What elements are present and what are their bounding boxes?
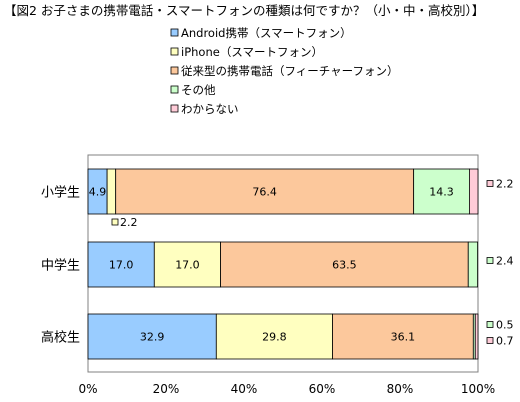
data-label-2-0: 32.9 bbox=[140, 331, 165, 344]
bar-segment-1-3 bbox=[467, 241, 479, 288]
x-tick-label-0: 0% bbox=[78, 382, 97, 396]
legend-swatch-0 bbox=[170, 28, 179, 37]
legend-swatch-2 bbox=[170, 66, 179, 75]
callout-marker-0-4 bbox=[486, 180, 494, 187]
category-label-0: 小学生 bbox=[41, 185, 80, 201]
bar-segment-2-4 bbox=[474, 313, 479, 360]
legend-swatch-1 bbox=[170, 47, 179, 56]
category-label-2: 高校生 bbox=[41, 330, 80, 346]
x-tick-label-3: 60% bbox=[309, 382, 336, 396]
data-label-1-0: 17.0 bbox=[109, 259, 134, 272]
x-tick-label-2: 40% bbox=[231, 382, 258, 396]
legend-label-0: Android携帯（スマートフォン） bbox=[181, 26, 352, 40]
bar-segment-2-0 bbox=[87, 313, 217, 360]
bar-segment-2-2 bbox=[332, 313, 474, 360]
data-label-0-3: 14.3 bbox=[429, 186, 454, 199]
data-label-2-2: 36.1 bbox=[391, 331, 416, 344]
x-tick-label-1: 20% bbox=[153, 382, 180, 396]
legend-label-4: わからない bbox=[181, 102, 239, 116]
bar-segment-1-2 bbox=[220, 241, 469, 288]
bar-segment-0-3 bbox=[413, 168, 470, 215]
chart-title: 【図2 お子さまの携帯電話・スマートフォンの種類は何ですか？（小・中・高校別）】 bbox=[4, 3, 484, 18]
bar-segment-2-1 bbox=[215, 313, 333, 360]
data-label-2-1: 29.8 bbox=[262, 331, 287, 344]
data-label-0-2: 76.4 bbox=[252, 186, 277, 199]
data-label-1-1: 17.0 bbox=[175, 259, 200, 272]
bar-segment-0-2 bbox=[115, 168, 415, 215]
x-tick-label-5: 100% bbox=[461, 382, 495, 396]
data-label-2-4: 0.7 bbox=[496, 335, 514, 348]
data-label-1-3: 2.4 bbox=[496, 255, 514, 268]
data-label-2-3: 0.5 bbox=[496, 319, 514, 332]
legend-label-3: その他 bbox=[181, 83, 216, 97]
plot-area: 小学生 4.9 2.2 76.4 14.3 2.2 中学生 17.0 17.0 63.5 2.4 高校… bbox=[41, 154, 514, 396]
bar-segment-0-1 bbox=[106, 168, 117, 215]
legend-swatch-3 bbox=[170, 85, 179, 94]
callout-marker-2-3 bbox=[486, 321, 494, 328]
data-label-0-0: 4.9 bbox=[89, 186, 107, 199]
data-label-0-4: 2.2 bbox=[496, 178, 514, 191]
bar-segment-0-4 bbox=[469, 168, 479, 215]
bar-segment-1-1 bbox=[153, 241, 222, 288]
category-label-1: 中学生 bbox=[41, 258, 80, 274]
legend-swatch-4 bbox=[170, 104, 179, 113]
callout-marker-1-3 bbox=[486, 257, 494, 264]
bar-segment-1-0 bbox=[87, 241, 155, 288]
legend-label-2: 従来型の携帯電話（フィーチャーフォン） bbox=[181, 64, 398, 78]
legend: Android携帯（スマートフォン） iPhone（スマートフォン） 従来型の携帯電… bbox=[170, 26, 398, 116]
legend-label-1: iPhone（スマートフォン） bbox=[181, 45, 323, 59]
callout-marker-2-4 bbox=[486, 337, 494, 344]
x-tick-label-4: 80% bbox=[387, 382, 414, 396]
callout-marker-0-1 bbox=[111, 218, 119, 226]
data-label-0-1: 2.2 bbox=[120, 216, 138, 229]
data-label-1-2: 63.5 bbox=[332, 259, 357, 272]
